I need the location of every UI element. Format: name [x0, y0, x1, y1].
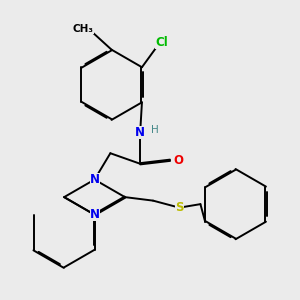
Text: CH₃: CH₃ [73, 24, 94, 34]
Text: H: H [152, 125, 159, 135]
Text: Cl: Cl [155, 36, 168, 49]
Text: N: N [89, 208, 100, 221]
Text: N: N [135, 126, 145, 139]
Text: N: N [89, 173, 100, 186]
Text: O: O [174, 154, 184, 167]
Text: S: S [175, 201, 184, 214]
